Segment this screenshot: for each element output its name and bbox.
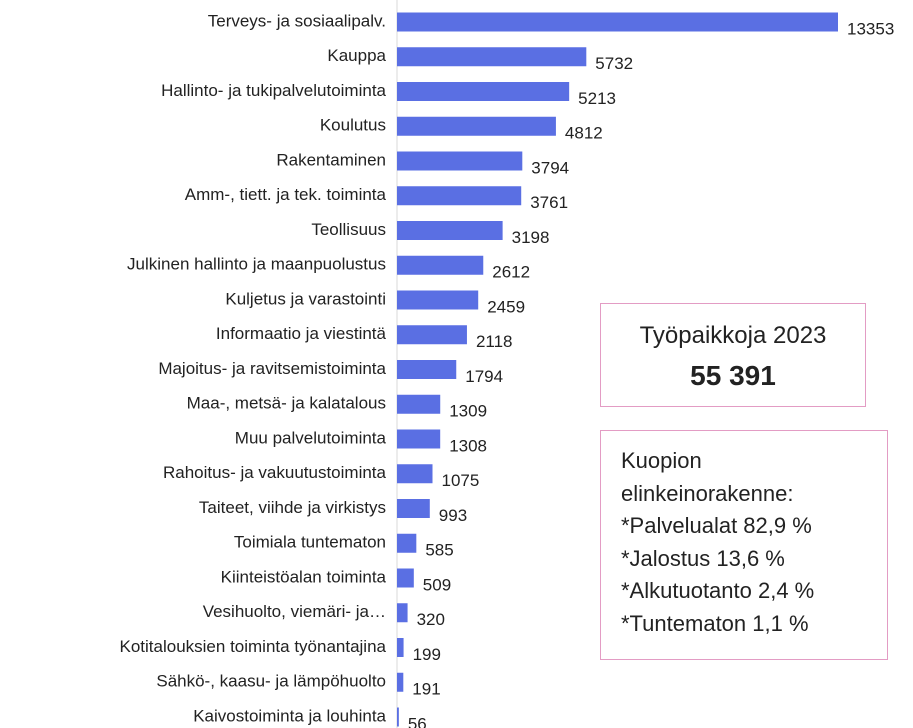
value-label: 2118 <box>476 332 513 351</box>
category-label: Kotitalouksien toiminta työnantajina <box>120 637 387 656</box>
value-label: 1075 <box>442 471 480 490</box>
value-label: 585 <box>425 541 453 560</box>
bar <box>397 707 399 727</box>
value-label: 2459 <box>487 297 525 316</box>
category-label: Maa-, metsä- ja kalatalous <box>187 394 386 413</box>
value-label: 199 <box>413 645 441 664</box>
bar <box>397 116 556 136</box>
structure-line: *Jalostus 13,6 % <box>621 545 785 571</box>
structure-line: *Palvelualat 82,9 % <box>621 513 812 538</box>
category-label: Terveys- ja sosiaalipalv. <box>208 11 386 30</box>
category-label: Amm-, tiett. ja tek. toiminta <box>185 185 387 204</box>
category-label: Muu palvelutoiminta <box>235 428 387 447</box>
value-label: 5732 <box>595 54 633 73</box>
category-label: Sähkö-, kaasu- ja lämpöhuolto <box>156 672 386 691</box>
category-label: Kuljetus ja varastointi <box>225 289 386 308</box>
category-label: Koulutus <box>320 116 386 135</box>
value-label: 2612 <box>492 263 530 282</box>
bar <box>397 464 433 484</box>
value-label: 1308 <box>449 436 487 455</box>
bar <box>397 638 404 657</box>
category-label: Kiinteistöalan toiminta <box>221 567 387 586</box>
bar <box>397 325 467 345</box>
bar <box>397 499 430 518</box>
value-label: 13353 <box>847 19 894 38</box>
value-label: 1794 <box>465 367 503 386</box>
total-value: 55 391 <box>690 360 776 391</box>
bar <box>397 360 457 379</box>
bar <box>397 186 522 206</box>
value-label: 993 <box>439 506 467 525</box>
category-label: Taiteet, viihde ja virkistys <box>199 498 386 517</box>
bar <box>397 82 570 101</box>
bar <box>397 568 414 588</box>
structure-box: Kuopion elinkeinorakenne: *Palvelualat 82,… <box>600 430 888 660</box>
category-label: Teollisuus <box>311 220 386 239</box>
bar <box>397 47 587 67</box>
bar <box>397 12 838 32</box>
category-label: Kaivostoiminta ja louhinta <box>193 706 386 725</box>
bar <box>397 429 441 449</box>
value-label: 509 <box>423 575 451 594</box>
category-label: Rakentaminen <box>276 150 386 169</box>
value-label: 3198 <box>512 228 550 247</box>
value-label: 191 <box>412 680 440 699</box>
structure-line: elinkeinorakenne: <box>621 480 794 506</box>
category-label: Majoitus- ja ravitsemistoiminta <box>158 359 386 378</box>
value-label: 3761 <box>530 193 568 212</box>
structure-line: *Tuntematon 1,1 % <box>621 610 809 636</box>
bar <box>397 151 523 171</box>
structure-line: Kuopion <box>621 448 702 473</box>
value-label: 3794 <box>531 158 569 177</box>
bar <box>397 603 408 623</box>
category-label: Informaatio ja viestintä <box>216 324 387 343</box>
category-label: Rahoitus- ja vakuutustoiminta <box>163 463 387 482</box>
category-label: Kauppa <box>327 46 386 65</box>
total-box: Työpaikkoja 2023 55 391 <box>600 303 866 407</box>
bar <box>397 672 404 692</box>
value-label: 56 <box>408 714 427 728</box>
structure-line: *Alkutuotanto 2,4 % <box>621 578 815 603</box>
bar <box>397 255 484 275</box>
bar <box>397 221 503 240</box>
bar <box>397 533 417 553</box>
value-label: 4812 <box>565 124 603 143</box>
total-title: Työpaikkoja 2023 <box>639 322 827 349</box>
category-label: Toimiala tuntematon <box>234 533 386 552</box>
value-label: 320 <box>417 610 445 629</box>
bar <box>397 394 441 414</box>
bar <box>397 290 479 310</box>
category-label: Hallinto- ja tukipalvelutoiminta <box>161 81 386 100</box>
value-label: 1309 <box>449 402 487 421</box>
category-label: Julkinen hallinto ja maanpuolustus <box>127 255 386 274</box>
category-label: Vesihuolto, viemäri- ja… <box>203 602 386 621</box>
value-label: 5213 <box>578 89 616 108</box>
